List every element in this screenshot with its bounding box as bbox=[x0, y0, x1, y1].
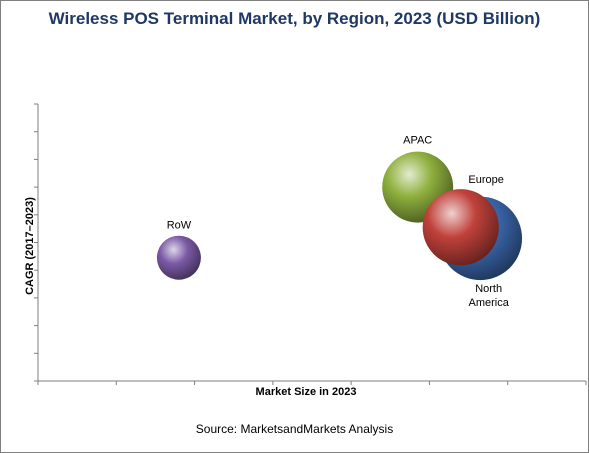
chart-title: Wireless POS Terminal Market, by Region,… bbox=[48, 9, 541, 28]
axes bbox=[34, 103, 587, 385]
x-axis-label: Market Size in 2023 bbox=[256, 386, 357, 398]
bubble-labels: RoW APAC North America Europe bbox=[167, 135, 510, 309]
bubbles bbox=[156, 151, 523, 281]
bubble-label-apac: APAC bbox=[403, 135, 432, 147]
bubble-label-europe: Europe bbox=[468, 174, 503, 186]
bubble-label-row: RoW bbox=[167, 220, 192, 232]
bubble-row bbox=[156, 235, 201, 280]
source-note: Source: MarketsandMarkets Analysis bbox=[195, 422, 394, 436]
bubble-label-north-america: North America bbox=[468, 283, 509, 309]
bubble-europe bbox=[422, 189, 499, 266]
y-axis-label: CAGR (2017–2023) bbox=[24, 197, 36, 295]
